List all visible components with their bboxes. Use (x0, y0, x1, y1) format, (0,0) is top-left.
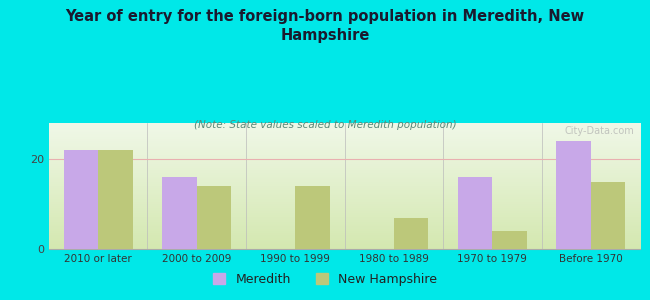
Text: Year of entry for the foreign-born population in Meredith, New
Hampshire: Year of entry for the foreign-born popul… (66, 9, 584, 43)
Bar (591, 182, 625, 249)
Bar (64, 150, 98, 249)
Bar (493, 231, 527, 249)
Bar (98, 150, 133, 249)
Bar (162, 177, 196, 249)
Bar (196, 186, 231, 249)
Legend: Meredith, New Hampshire: Meredith, New Hampshire (208, 268, 442, 291)
Bar (458, 177, 493, 249)
Text: City-Data.com: City-Data.com (565, 125, 634, 136)
Bar (556, 141, 591, 249)
Bar (394, 218, 428, 249)
Bar (295, 186, 330, 249)
Text: (Note: State values scaled to Meredith population): (Note: State values scaled to Meredith p… (194, 120, 456, 130)
